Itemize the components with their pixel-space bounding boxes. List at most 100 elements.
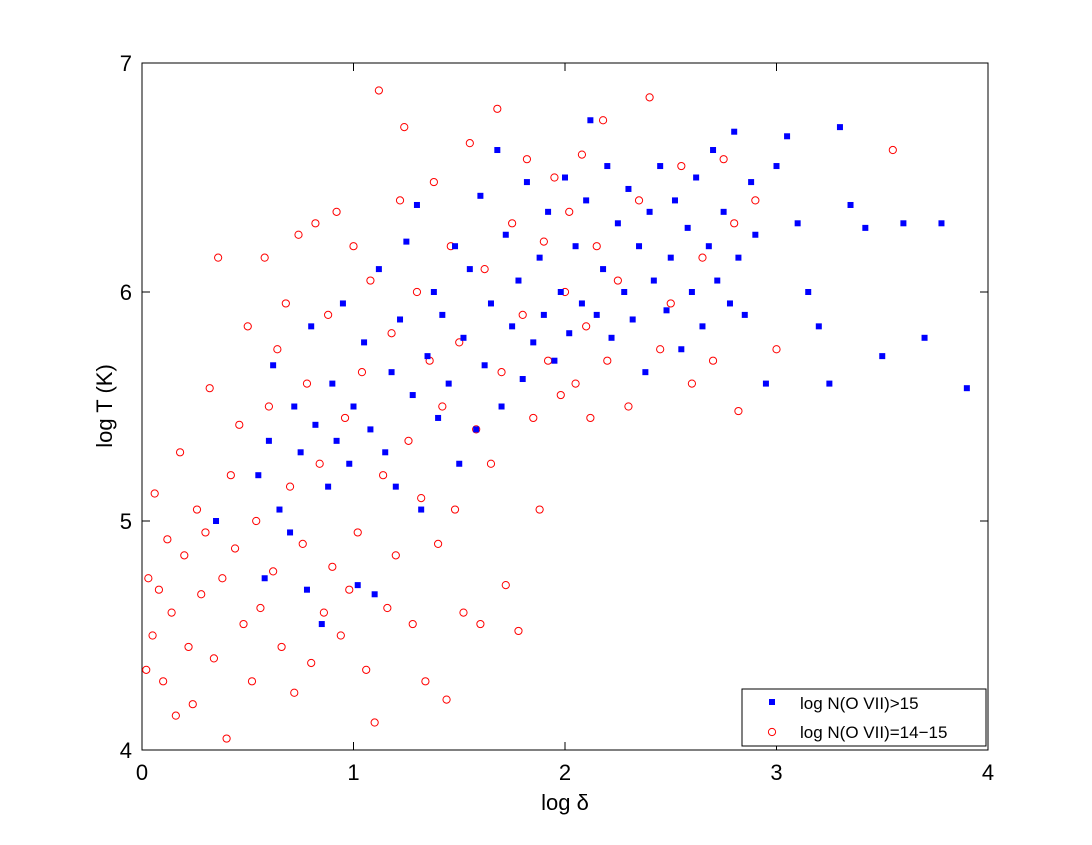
data-point-circle (501, 581, 510, 590)
data-point-circle (508, 219, 517, 228)
data-point-circle (383, 603, 392, 613)
data-point-circle (408, 619, 417, 629)
data-point-square (339, 300, 346, 307)
data-point-circle (493, 104, 502, 113)
data-point-circle (349, 242, 358, 251)
data-point-circle (592, 242, 601, 251)
data-point-square (741, 311, 748, 318)
data-point-circle (634, 196, 644, 205)
x-tick-label: 0 (136, 760, 148, 785)
data-point-square (494, 147, 501, 154)
data-point-circle (154, 585, 164, 594)
data-point-square (726, 300, 733, 307)
data-point-circle (144, 574, 153, 583)
data-point-square (303, 586, 310, 593)
data-point-circle (465, 139, 474, 148)
data-point-circle (395, 196, 405, 205)
data-point-square (562, 174, 568, 181)
data-point-square (693, 174, 700, 181)
data-point-circle (497, 368, 506, 377)
x-tick-label: 4 (982, 760, 994, 785)
data-point-circle (197, 590, 206, 599)
data-point-square (487, 300, 494, 307)
data-point-square (430, 289, 437, 295)
data-point-circle (328, 562, 337, 571)
data-point-square (684, 224, 691, 231)
data-point-square (308, 323, 315, 330)
data-point-circle (307, 658, 316, 668)
data-point-circle (550, 173, 559, 182)
data-point-circle (171, 711, 180, 720)
data-point-square (388, 369, 395, 376)
data-point-circle (535, 505, 544, 514)
data-point-circle (201, 528, 210, 537)
data-point-circle (404, 436, 413, 445)
data-point-square (938, 220, 945, 227)
data-point-square (773, 163, 780, 170)
data-point-square (435, 414, 442, 421)
data-point-circle (260, 253, 269, 262)
data-point-square (403, 238, 410, 245)
data-point-circle (184, 642, 193, 652)
data-point-square (523, 179, 530, 186)
data-point-circle (565, 207, 574, 216)
data-point-square (325, 483, 332, 490)
data-point-square (752, 231, 759, 238)
data-point-square (265, 437, 272, 444)
data-point-square (587, 117, 594, 124)
data-point-circle (666, 299, 675, 308)
data-point-square (705, 243, 712, 250)
data-point-square (566, 330, 573, 337)
data-point-square (361, 339, 368, 346)
data-point-circle (374, 86, 383, 95)
data-point-circle (167, 608, 176, 617)
data-point-square (333, 437, 340, 444)
data-point-square (413, 201, 420, 208)
data-point-square (784, 133, 791, 140)
legend: log N(O VII)>15 log N(O VII)=14−15 (741, 688, 987, 747)
data-point-square (515, 277, 522, 284)
data-point-circle (486, 459, 496, 468)
data-point-circle (687, 379, 697, 388)
data-point-circle (340, 413, 350, 423)
data-point-square (593, 311, 600, 318)
data-point-circle (582, 322, 591, 331)
data-point-square (657, 163, 664, 170)
data-point-circle (518, 310, 527, 319)
data-point-square (456, 460, 463, 467)
data-point-square (350, 403, 357, 410)
data-point-square (439, 311, 446, 318)
data-point-circle (751, 196, 760, 205)
data-point-square (650, 277, 657, 284)
data-point-square (642, 369, 649, 376)
data-point-square (678, 346, 685, 353)
data-point-square (255, 472, 262, 479)
data-point-square (367, 426, 374, 433)
data-point-square (699, 323, 706, 330)
data-point-circle (624, 402, 633, 411)
data-point-circle (290, 688, 299, 697)
data-point-circle (294, 230, 303, 239)
data-point-circle (247, 677, 257, 686)
data-point-circle (677, 161, 686, 171)
data-point-circle (472, 425, 481, 434)
legend-box (741, 688, 987, 747)
data-point-square (466, 266, 473, 273)
data-point-circle (434, 539, 443, 549)
data-point-circle (142, 665, 151, 674)
data-point-circle (400, 123, 409, 132)
data-point-square (346, 460, 353, 467)
x-axis-label: log δ (541, 790, 589, 815)
data-point-circle (370, 718, 379, 727)
data-point-square (424, 353, 431, 360)
data-point-circle (522, 155, 532, 164)
data-point-circle (772, 345, 781, 354)
data-point-square (318, 621, 325, 628)
data-point-circle (324, 310, 333, 319)
data-point-circle (235, 420, 244, 429)
y-tick-label: 4 (120, 738, 132, 763)
data-point-circle (345, 585, 354, 594)
data-point-square (667, 254, 674, 261)
data-point-square (557, 289, 564, 295)
x-tick-label: 1 (347, 760, 359, 785)
